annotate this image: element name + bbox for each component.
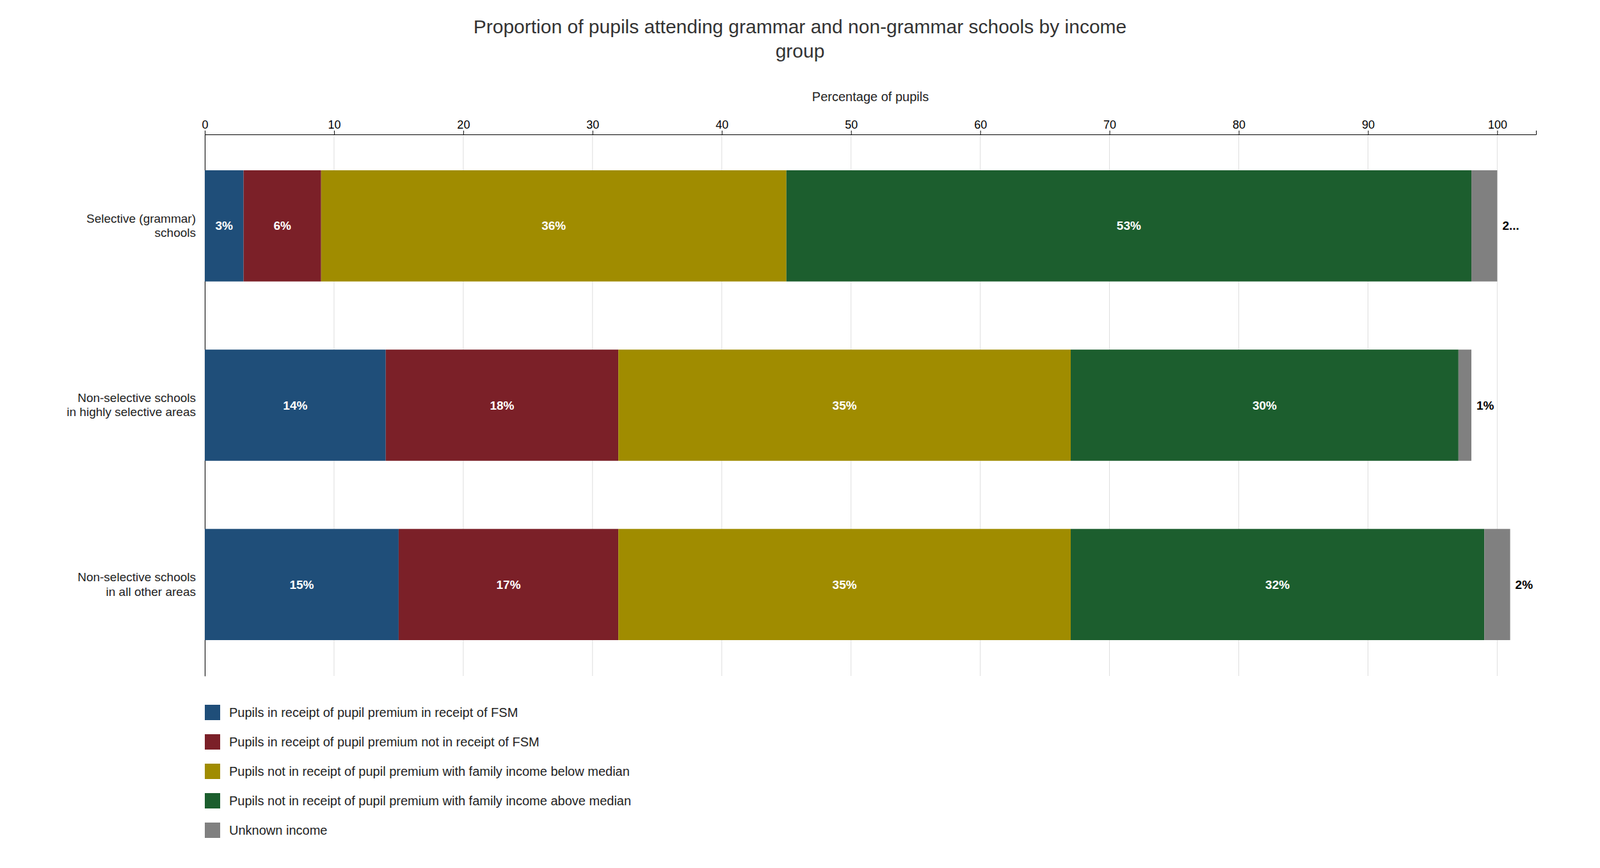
plot: 0 10 20 30 40 50 60 70 80 90 100 Percentage of pupi… — [66, 89, 1536, 677]
legend-label: Pupils in receipt of pupil premium not i… — [229, 734, 540, 749]
y-tick: Non-selective schoolsin all other areas — [77, 570, 205, 599]
bar — [385, 349, 619, 461]
bar — [243, 170, 322, 282]
y-tick-label: Non-selective schoolsin all other areas — [77, 570, 196, 599]
legend-swatch — [204, 822, 221, 838]
y-tick-line: Non-selective schools — [77, 391, 196, 405]
bar — [398, 528, 619, 640]
data-label: 32% — [1265, 577, 1290, 592]
x-tick: 90 — [1361, 118, 1375, 135]
x-tick-label: 80 — [1232, 118, 1246, 132]
chart-title: Proportion of pupils attending grammar a… — [473, 16, 1128, 62]
x-axis-domain — [205, 130, 1537, 136]
title-line: group — [775, 40, 825, 62]
data-label: 30% — [1252, 398, 1277, 413]
x-tick-label: 100 — [1488, 118, 1508, 132]
legend-item: Unknown income — [204, 822, 328, 838]
data-label: 2% — [1515, 577, 1534, 592]
chart-svg: Proportion of pupils attending grammar a… — [0, 0, 1600, 868]
x-tick-label: 40 — [715, 118, 729, 132]
y-tick-line: Selective (grammar) — [86, 211, 196, 226]
data-label: 1% — [1476, 398, 1495, 413]
data-label: 2... — [1502, 218, 1519, 233]
x-tick: 30 — [586, 118, 600, 135]
y-tick-line: in all other areas — [106, 584, 196, 599]
legend-swatch — [204, 704, 221, 720]
legend-label: Pupils not in receipt of pupil premium w… — [229, 793, 632, 808]
legend-swatch — [204, 734, 221, 750]
legend-swatch — [204, 792, 221, 809]
bar — [618, 349, 1071, 461]
x-tick-label: 0 — [201, 118, 208, 132]
x-tick: 0 — [201, 118, 208, 135]
legend: Pupils in receipt of pupil premium in re… — [204, 704, 632, 838]
data-label: 35% — [832, 577, 857, 592]
data-label: 6% — [273, 218, 292, 233]
data-labels: 15% 14% 3% 17% 18% 6% 35% 35% 36% 32% 30% 53% 2% 1% 2.… — [215, 218, 1534, 591]
x-tick: 40 — [715, 118, 729, 135]
bar — [321, 170, 787, 282]
y-tick: Non-selective schoolsin highly selective… — [66, 391, 205, 420]
x-axis: 0 10 20 30 40 50 60 70 80 90 100 — [201, 118, 1536, 136]
legend-item: Pupils in receipt of pupil premium in re… — [204, 704, 518, 720]
bar — [1070, 349, 1459, 461]
data-label: 36% — [541, 218, 566, 233]
bar — [204, 349, 386, 461]
y-tick: Selective (grammar)schools — [86, 211, 205, 240]
legend-item: Pupils not in receipt of pupil premium w… — [204, 763, 630, 779]
data-label: 15% — [289, 577, 314, 592]
y-tick-line: Non-selective schools — [77, 570, 196, 584]
y-tick-label: Non-selective schoolsin highly selective… — [66, 391, 196, 420]
grid — [204, 134, 1497, 676]
x-tick-label: 10 — [327, 118, 341, 132]
bar — [1471, 170, 1497, 282]
bar — [1070, 528, 1485, 640]
data-label: 53% — [1116, 218, 1142, 233]
legend-label: Unknown income — [229, 823, 328, 838]
y-tick-line: schools — [154, 225, 196, 240]
data-label: 35% — [832, 398, 857, 413]
bar — [786, 170, 1472, 282]
legend-swatch — [204, 763, 221, 779]
legend-label: Pupils not in receipt of pupil premium w… — [229, 764, 630, 779]
legend-item: Pupils in receipt of pupil premium not i… — [204, 734, 540, 750]
bars — [204, 170, 1511, 640]
x-tick-label: 50 — [844, 118, 858, 132]
x-tick: 70 — [1103, 118, 1117, 135]
y-tick-line: in highly selective areas — [66, 405, 196, 419]
bar — [1484, 528, 1510, 640]
x-tick-label: 30 — [586, 118, 600, 132]
x-tick: 80 — [1232, 118, 1246, 135]
x-tick-label: 90 — [1361, 118, 1375, 132]
y-axis: Non-selective schoolsin all other areasN… — [66, 135, 205, 677]
title-line: Proportion of pupils attending grammar a… — [473, 16, 1128, 38]
legend-label: Pupils in receipt of pupil premium in re… — [229, 705, 518, 720]
bar — [204, 170, 244, 282]
series-bars — [1458, 170, 1511, 640]
data-label: 3% — [215, 218, 234, 233]
y-tick-label: Selective (grammar)schools — [86, 211, 196, 240]
data-label: 14% — [282, 398, 308, 413]
background — [0, 0, 1600, 868]
bar — [1458, 349, 1472, 461]
data-label: 17% — [496, 577, 521, 592]
bar — [204, 528, 399, 640]
series-bars — [786, 170, 1485, 640]
x-axis-title: Percentage of pupils — [812, 89, 929, 104]
x-tick: 60 — [974, 118, 987, 135]
bar — [618, 528, 1071, 640]
x-tick-label: 20 — [456, 118, 470, 132]
x-tick: 50 — [844, 118, 858, 135]
x-tick: 20 — [456, 118, 470, 135]
data-label: 18% — [489, 398, 514, 413]
x-tick: 10 — [327, 118, 341, 135]
x-tick: 100 — [1488, 118, 1508, 135]
legend-item: Pupils not in receipt of pupil premium w… — [204, 792, 632, 809]
x-tick-label: 70 — [1103, 118, 1117, 132]
x-tick-label: 60 — [974, 118, 987, 132]
